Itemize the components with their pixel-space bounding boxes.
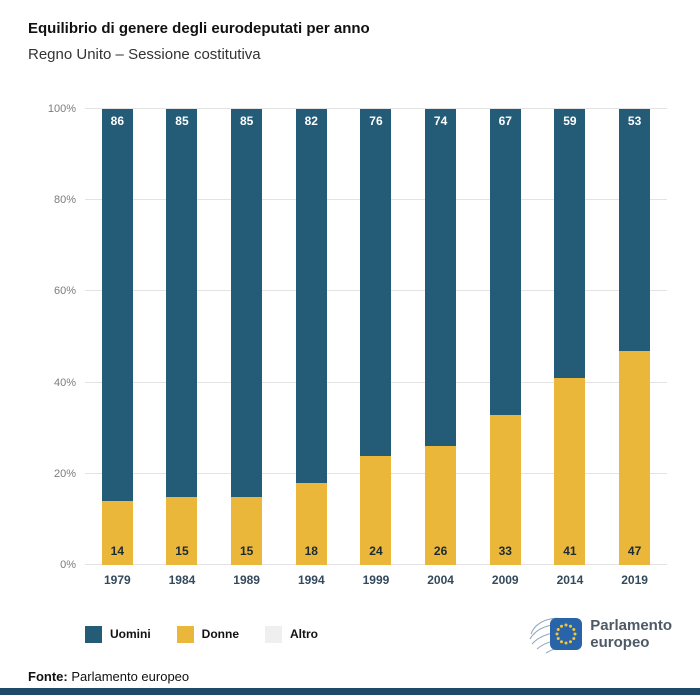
x-axis-tick-label: 1979 — [103, 573, 131, 587]
legend-label: Altro — [290, 627, 319, 641]
bar-segment-uomini: 67 — [489, 109, 521, 415]
ep-logo: Parlamento europeo — [528, 611, 672, 657]
bar-segment-uomini: 76 — [360, 109, 392, 456]
bar-1994: 82 18 — [295, 109, 327, 565]
bar-2014: 59 41 — [554, 109, 586, 565]
bar-segment-donne: 24 — [360, 455, 392, 565]
bar-value-label: 85 — [239, 114, 254, 129]
x-axis-tick-label: 2004 — [427, 573, 454, 587]
bar-value-label: 59 — [563, 114, 577, 129]
bar-segment-donne: 26 — [425, 446, 457, 565]
bar-value-label: 74 — [433, 114, 448, 129]
bar-value-label: 76 — [369, 114, 383, 129]
x-axis-tick-label: 1994 — [297, 573, 325, 587]
legend-item-uomini: Uomini — [85, 625, 151, 643]
legend-item-donne: Donne — [176, 625, 240, 643]
bar-segment-donne: 18 — [295, 482, 327, 565]
y-axis-tick-label: 100% — [47, 103, 76, 115]
y-axis-tick-label: 0% — [60, 559, 76, 571]
bar-2009: 67 33 — [489, 109, 521, 565]
x-axis-tick-label: 1989 — [233, 573, 260, 587]
plot-area: 86 14 85 15 85 15 82 18 76 24 74 26 67 33 59 41 53 47 0% 2… — [48, 103, 667, 571]
bar-value-label: 15 — [175, 544, 189, 558]
legend-item-altro: Altro — [265, 625, 319, 643]
bottom-accent-strip — [0, 688, 700, 695]
bar-segment-donne: 15 — [231, 496, 263, 565]
chart-header: Equilibrio di genere degli eurodeputati … — [0, 0, 700, 63]
legend-swatch — [265, 625, 283, 643]
bar-value-label: 14 — [110, 544, 124, 558]
chart-title: Equilibrio di genere degli eurodeputati … — [28, 20, 370, 37]
bar-value-label: 26 — [433, 544, 448, 558]
bar-segment-uomini: 85 — [166, 109, 198, 497]
chart-subtitle: Regno Unito – Sessione costitutiva — [28, 46, 261, 63]
bar-segment-uomini: 53 — [619, 109, 651, 351]
source-text: Parlamento europeo — [71, 669, 190, 684]
ep-logo-icon — [529, 617, 583, 654]
bar-segment-donne: 47 — [619, 350, 651, 565]
ep-logo-text-line1: Parlamento — [590, 616, 672, 634]
bar-value-label: 86 — [110, 114, 124, 129]
footer-row: Uomini Donne Altro — [85, 611, 672, 657]
bar-1984: 85 15 — [166, 109, 198, 565]
bar-1979: 86 14 — [101, 109, 133, 565]
bar-2004: 74 26 — [425, 109, 457, 565]
bar-1989: 85 15 — [231, 109, 263, 565]
bar-segment-uomini: 86 — [101, 109, 133, 502]
x-axis-tick-label: 1984 — [168, 573, 196, 587]
ep-logo-text: Parlamento europeo — [590, 617, 672, 652]
bar-segment-uomini: 85 — [231, 109, 263, 497]
bar-value-label: 33 — [498, 544, 512, 558]
legend-swatch — [85, 625, 102, 643]
legend-label: Uomini — [110, 627, 151, 641]
legend: Uomini Donne Altro — [85, 625, 319, 643]
bar-value-label: 15 — [239, 544, 254, 558]
source-note: Fonte: Parlamento europeo — [28, 669, 700, 684]
bar-segment-uomini: 82 — [295, 109, 327, 483]
bar-value-label: 24 — [369, 544, 383, 558]
x-axis-tick-label: 2014 — [556, 573, 584, 587]
bar-segment-uomini: 59 — [554, 109, 586, 379]
x-axis-tick-label: 2019 — [621, 573, 648, 587]
bar-value-label: 85 — [175, 114, 189, 129]
bar-value-label: 82 — [304, 114, 318, 129]
source-label: Fonte: — [28, 669, 68, 684]
ep-logo-text-line2: europeo — [590, 634, 650, 651]
bar-value-label: 67 — [498, 114, 512, 129]
bar-value-label: 47 — [627, 544, 642, 558]
bar-value-label: 53 — [627, 114, 642, 129]
bar-value-label: 41 — [563, 544, 577, 558]
bar-1999: 76 24 — [360, 109, 392, 565]
y-axis-tick-label: 80% — [53, 194, 76, 207]
x-axis-labels: 1979 1984 1989 1994 1999 2004 2009 2014 2019 — [85, 573, 667, 587]
gridline — [85, 108, 667, 109]
legend-label: Donne — [201, 627, 240, 641]
x-axis-tick-label: 2009 — [491, 573, 519, 587]
legend-swatch — [176, 625, 194, 643]
bar-segment-donne: 41 — [554, 378, 586, 565]
y-axis-tick-label: 60% — [53, 285, 76, 298]
bar-segment-donne: 33 — [489, 414, 521, 565]
bar-2019: 53 47 — [619, 109, 651, 565]
bar-segment-uomini: 74 — [425, 109, 457, 447]
x-axis-tick-label: 1999 — [362, 573, 390, 587]
y-axis-tick-label: 40% — [53, 376, 76, 389]
y-axis-tick-label: 20% — [53, 467, 76, 480]
bar-segment-donne: 14 — [101, 501, 133, 565]
bars-container: 86 14 85 15 85 15 82 18 76 24 74 26 67 33 59 41 53 47 — [85, 109, 667, 565]
bar-segment-donne: 15 — [166, 496, 198, 565]
bar-value-label: 18 — [304, 544, 318, 558]
